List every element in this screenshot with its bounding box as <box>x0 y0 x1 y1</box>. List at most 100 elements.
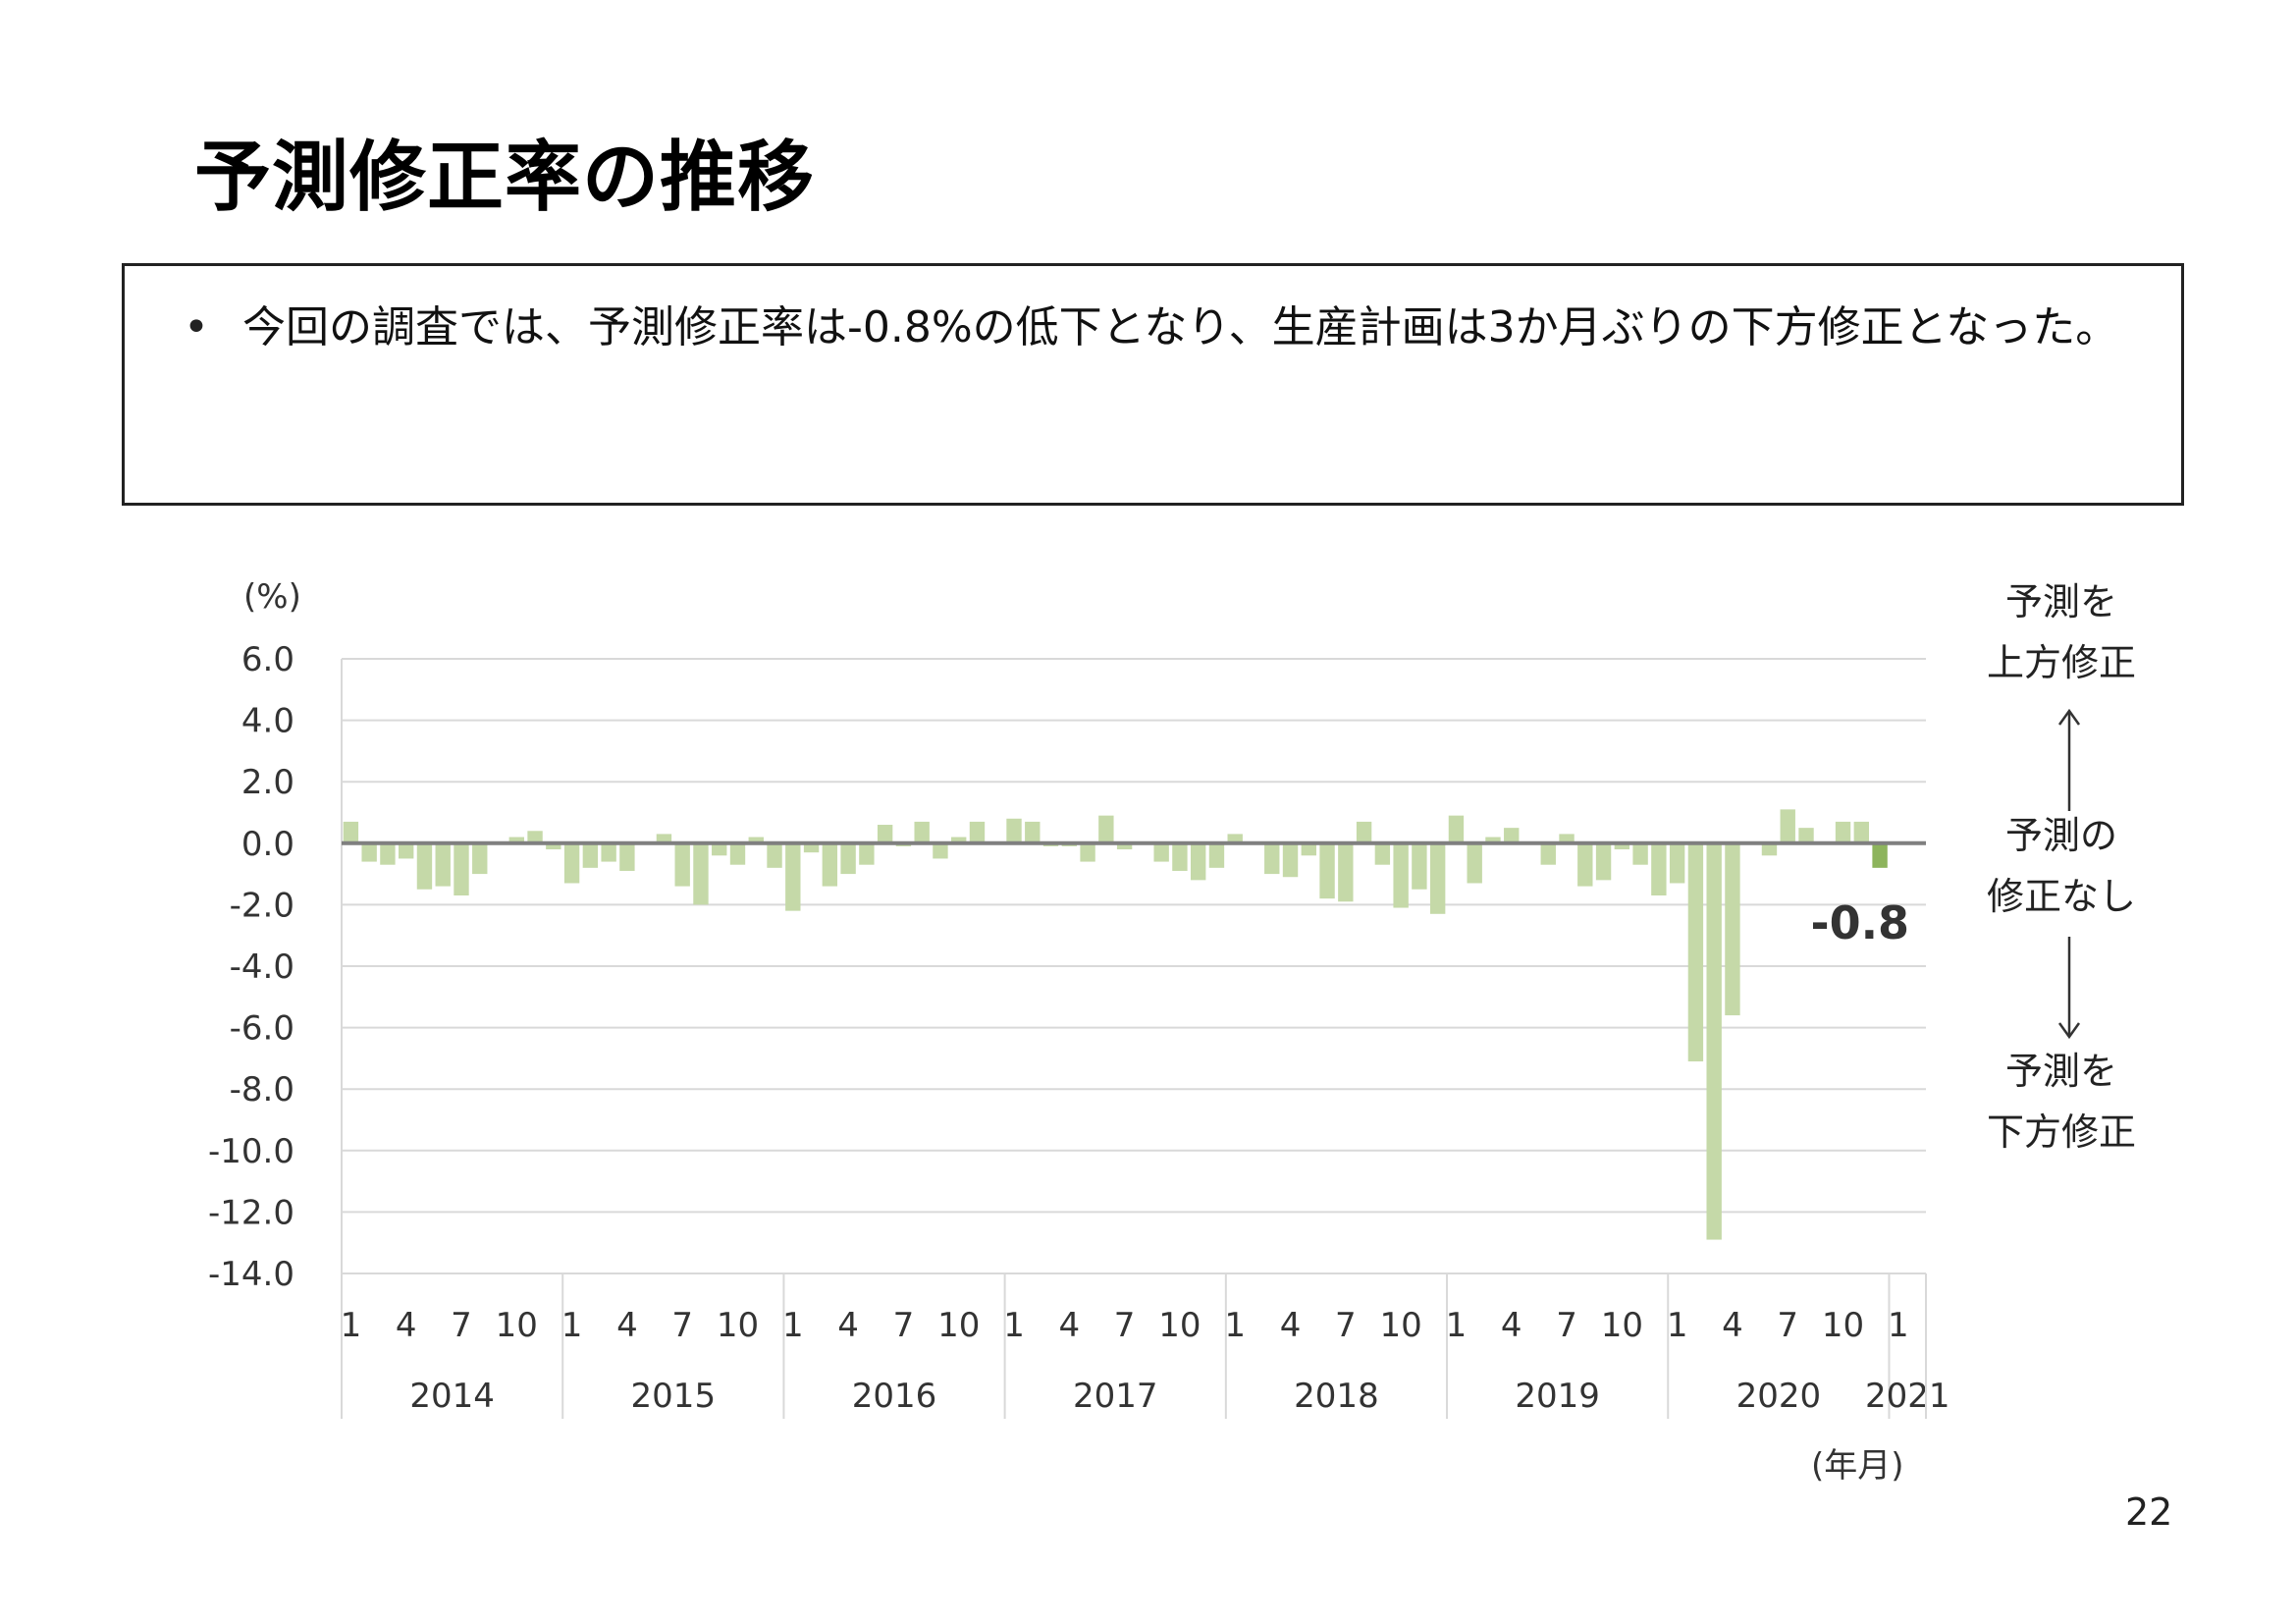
bar <box>1338 842 1354 902</box>
x-tick-label: 4 <box>1501 1306 1522 1345</box>
bar <box>933 842 948 859</box>
no-revision-line2: 修正なし <box>1986 875 2136 918</box>
downward-revision-line1: 予測を <box>2004 1050 2117 1093</box>
bar <box>1651 842 1667 896</box>
summary-text: 今回の調査では、予測修正率は-0.8%の低下となり、生産計画は3か月ぶりの下方修… <box>242 302 2119 352</box>
x-tick-label: 10 <box>937 1306 980 1345</box>
bar <box>1006 818 1022 843</box>
x-tick-label: 10 <box>1379 1306 1421 1345</box>
bar <box>1301 842 1316 856</box>
x-tick-label: 10 <box>496 1306 538 1345</box>
bar <box>1835 821 1851 843</box>
upward-revision-line2: 上方修正 <box>1986 641 2136 684</box>
bar <box>1429 842 1446 914</box>
x-tick-label: 4 <box>1280 1306 1302 1345</box>
bar <box>822 842 838 887</box>
bar <box>767 842 782 868</box>
x-tick-label: 4 <box>1722 1306 1743 1345</box>
bar <box>1319 842 1335 899</box>
y-axis-unit-label: (%) <box>243 577 301 617</box>
bar <box>840 842 856 875</box>
bar <box>785 842 801 911</box>
x-tick-label: 7 <box>451 1306 472 1345</box>
bar <box>1559 834 1575 843</box>
bar <box>1540 842 1556 865</box>
no-revision-label: 予測の 修正なし <box>1963 805 2160 927</box>
bar <box>1725 842 1740 1016</box>
bar <box>803 842 820 853</box>
bar <box>1448 815 1465 843</box>
bar <box>582 842 599 868</box>
bar <box>1264 842 1280 875</box>
x-axis-unit-label: (年月) <box>1811 1446 1904 1486</box>
x-tick-label: 10 <box>1158 1306 1201 1345</box>
x-tick-label: 10 <box>1822 1306 1864 1345</box>
year-label: 2016 <box>852 1377 937 1416</box>
bar-latest <box>1872 842 1888 868</box>
bar <box>969 821 986 843</box>
year-label: 2017 <box>1073 1377 1158 1416</box>
y-tick-label: -14.0 <box>208 1255 294 1294</box>
upward-revision-line1: 予測を <box>2004 580 2117 623</box>
bar <box>1614 842 1630 850</box>
x-tick-label: 7 <box>893 1306 915 1345</box>
y-tick-label: 6.0 <box>241 640 294 679</box>
y-tick-label: -6.0 <box>230 1009 294 1049</box>
bar <box>1467 842 1482 884</box>
arrow-down-icon <box>2057 937 2081 1040</box>
x-tick-label: 7 <box>1777 1306 1798 1345</box>
bar <box>1116 842 1133 850</box>
y-tick-label: 0.0 <box>241 825 294 864</box>
no-revision-line1: 予測の <box>2004 814 2117 857</box>
bar <box>619 842 635 871</box>
bar <box>1098 815 1114 843</box>
y-tick-label: -8.0 <box>230 1070 294 1110</box>
x-tick-label: 1 <box>341 1306 362 1345</box>
y-tick-label: -4.0 <box>230 947 294 987</box>
bar <box>1025 821 1041 843</box>
year-label: 2019 <box>1515 1377 1600 1416</box>
y-tick-label: -2.0 <box>230 886 294 925</box>
x-tick-label: 7 <box>671 1306 693 1345</box>
bar <box>712 842 727 856</box>
bar <box>877 825 893 843</box>
x-tick-label: 7 <box>1335 1306 1357 1345</box>
bar <box>416 842 433 890</box>
bar <box>674 842 690 887</box>
page-number: 22 <box>2125 1490 2173 1534</box>
bar <box>380 842 396 865</box>
bar <box>1780 809 1795 843</box>
bar <box>1282 842 1299 878</box>
bar <box>748 837 764 843</box>
bar <box>601 842 616 862</box>
bar <box>361 842 377 862</box>
bullet-icon: • <box>184 302 209 352</box>
x-tick-label: 7 <box>1556 1306 1577 1345</box>
x-tick-label: 4 <box>1058 1306 1080 1345</box>
year-label: 2014 <box>409 1377 495 1416</box>
x-tick-label: 4 <box>396 1306 417 1345</box>
bar <box>1208 842 1225 868</box>
bar <box>563 842 580 884</box>
bar <box>1356 821 1372 843</box>
bar <box>693 842 709 905</box>
y-tick-label: -12.0 <box>208 1193 294 1232</box>
bar <box>1412 842 1427 890</box>
y-tick-label: -10.0 <box>208 1132 294 1171</box>
summary-box: • 今回の調査では、予測修正率は-0.8%の低下となり、生産計画は3か月ぶりの下… <box>122 263 2184 506</box>
x-tick-label: 7 <box>1114 1306 1136 1345</box>
bar <box>729 842 746 865</box>
latest-value-label: -0.8 <box>1810 896 1909 949</box>
y-tick-label: 4.0 <box>241 702 294 741</box>
bar <box>398 842 414 859</box>
bar <box>1761 842 1778 856</box>
x-tick-label: 1 <box>782 1306 804 1345</box>
x-tick-label: 1 <box>1667 1306 1688 1345</box>
bar <box>1706 842 1722 1240</box>
downward-revision-label: 予測を 下方修正 <box>1963 1041 2160 1163</box>
bar <box>859 842 875 865</box>
y-tick-label: 2.0 <box>241 763 294 802</box>
downward-revision-line2: 下方修正 <box>1986 1110 2136 1154</box>
bar <box>1374 842 1391 865</box>
